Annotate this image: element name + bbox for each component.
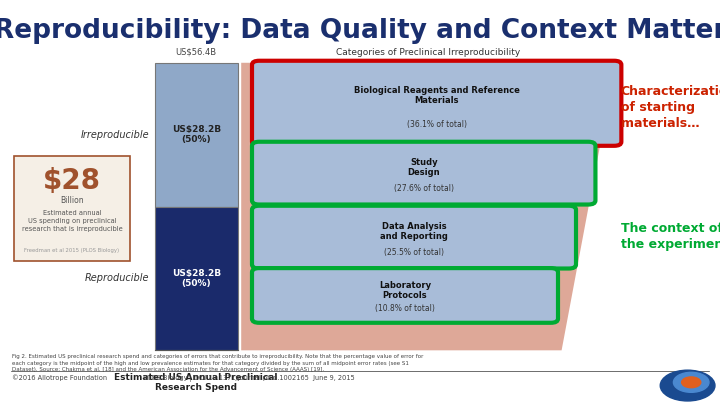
Text: Freedman et al 2015 (PLOS Biology): Freedman et al 2015 (PLOS Biology) xyxy=(24,248,120,253)
FancyBboxPatch shape xyxy=(155,207,238,350)
Text: Biological Reagents and Reference
Materials: Biological Reagents and Reference Materi… xyxy=(354,86,520,105)
FancyBboxPatch shape xyxy=(14,156,130,261)
FancyBboxPatch shape xyxy=(252,61,621,146)
Text: PLOS Biology | DOI:10.1371/journal.pbio.1002165  June 9, 2015: PLOS Biology | DOI:10.1371/journal.pbio.… xyxy=(144,375,355,382)
FancyBboxPatch shape xyxy=(252,206,576,269)
Text: The context of
the experiment…: The context of the experiment… xyxy=(621,222,720,252)
Text: Estimated annual
US spending on preclinical
research that is irreproducible: Estimated annual US spending on preclini… xyxy=(22,210,122,232)
Text: Reproducible: Reproducible xyxy=(84,273,149,283)
Text: US$56.4B: US$56.4B xyxy=(176,48,217,57)
Text: Billion: Billion xyxy=(60,196,84,205)
Text: Laboratory
Protocols: Laboratory Protocols xyxy=(379,281,431,301)
Text: (25.5% of total): (25.5% of total) xyxy=(384,248,444,257)
Circle shape xyxy=(660,370,715,401)
Text: US$28.2B
(50%): US$28.2B (50%) xyxy=(171,125,221,144)
Text: Data Analysis
and Reporting: Data Analysis and Reporting xyxy=(380,222,448,241)
Text: Reproducibility: Data Quality and Context Matter: Reproducibility: Data Quality and Contex… xyxy=(0,18,720,44)
Text: (27.6% of total): (27.6% of total) xyxy=(394,184,454,193)
Text: (36.1% of total): (36.1% of total) xyxy=(407,120,467,129)
Text: Categories of Preclinical Irreproducibility: Categories of Preclinical Irreproducibil… xyxy=(336,48,521,57)
Text: Characterization
of starting
materials…: Characterization of starting materials… xyxy=(621,85,720,130)
Circle shape xyxy=(682,377,701,388)
Polygon shape xyxy=(241,63,616,350)
Text: $28: $28 xyxy=(43,167,101,195)
Text: (10.8% of total): (10.8% of total) xyxy=(375,304,435,313)
Text: Study
Design: Study Design xyxy=(408,158,440,177)
Text: Estimated US Annual Preclinical
Research Spend: Estimated US Annual Preclinical Research… xyxy=(114,373,278,392)
Text: Irreproducible: Irreproducible xyxy=(81,130,149,140)
Text: ©2016 Allotrope Foundation: ©2016 Allotrope Foundation xyxy=(12,375,107,381)
Text: Fig 2. Estimated US preclinical research spend and categories of errors that con: Fig 2. Estimated US preclinical research… xyxy=(12,354,423,372)
FancyBboxPatch shape xyxy=(252,268,558,323)
Text: US$28.2B
(50%): US$28.2B (50%) xyxy=(171,269,221,288)
FancyBboxPatch shape xyxy=(155,63,238,207)
Circle shape xyxy=(673,372,709,392)
FancyBboxPatch shape xyxy=(252,142,595,205)
